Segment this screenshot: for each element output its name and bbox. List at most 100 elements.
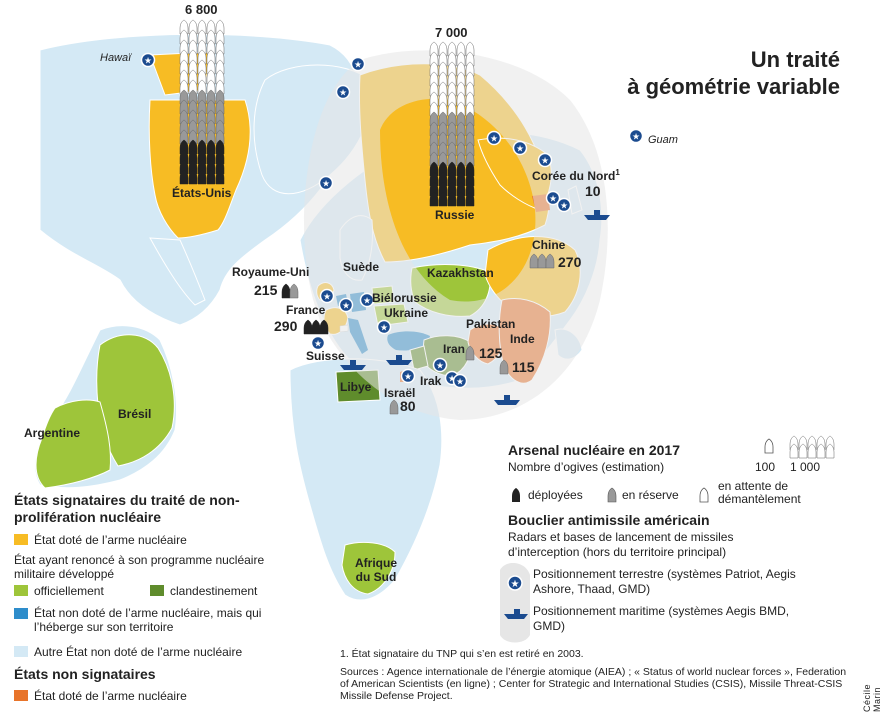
warhead-icon <box>206 109 216 125</box>
warhead-icon <box>465 191 475 207</box>
legend-other: Autre État non doté de l’arme nucléaire <box>34 645 243 659</box>
star-icon: ★ <box>490 134 498 144</box>
star-icon: ★ <box>323 292 331 302</box>
warhead-icon <box>456 191 466 207</box>
warhead-icon <box>429 71 439 87</box>
sea-legend-marker <box>504 609 528 619</box>
warhead-icon <box>447 131 457 147</box>
legend-hosting: État non doté de l’arme nucléaire, mais … <box>34 606 262 634</box>
warhead-icon <box>206 119 216 135</box>
warhead-stack-usa <box>179 19 225 185</box>
ship-icon <box>584 210 610 220</box>
credit: Cécile Marin <box>862 683 882 712</box>
star-icon: ★ <box>339 88 347 98</box>
warhead-icon <box>215 109 225 125</box>
warhead-icon <box>429 111 439 127</box>
warheads-pakistan: 125 <box>479 345 503 361</box>
legend-clandestine: clandestinement <box>170 584 258 598</box>
warhead-icon <box>816 443 826 459</box>
warhead-icon <box>179 89 189 105</box>
warhead-icon <box>429 41 439 57</box>
swatch-clandestine <box>150 585 164 596</box>
warhead-icon-france <box>319 319 329 335</box>
label-sweden: Suède <box>343 260 380 274</box>
warhead-icon <box>429 91 439 107</box>
star-icon: ★ <box>560 201 568 211</box>
sources: Sources : Agence internationale de l’éne… <box>340 666 847 702</box>
swatch-non-signatory <box>14 690 28 701</box>
label-france: France <box>286 303 326 317</box>
label-libya: Libye <box>340 380 372 394</box>
warhead-icon <box>188 39 198 55</box>
warhead-icon <box>429 151 439 167</box>
warhead-icon <box>206 89 216 105</box>
warhead-icon <box>206 159 216 175</box>
warhead-icon <box>447 161 457 177</box>
warhead-icon <box>215 39 225 55</box>
warhead-icon <box>179 29 189 45</box>
label-ukraine: Ukraine <box>384 306 429 320</box>
label-china: Chine <box>532 238 566 252</box>
warhead-icon <box>438 131 448 147</box>
warhead-icon <box>447 41 457 57</box>
warhead-icon <box>215 49 225 65</box>
warhead-icon <box>465 141 475 157</box>
warhead-icon <box>447 51 457 67</box>
star-icon: ★ <box>144 56 152 66</box>
ground-legend-star: ★ <box>511 579 520 590</box>
warhead-icon <box>188 159 198 175</box>
warhead-icon <box>438 121 448 137</box>
warhead-icon <box>499 359 509 375</box>
warhead-icon <box>215 89 225 105</box>
star-icon: ★ <box>342 301 350 311</box>
ground-marker <box>628 128 644 144</box>
warhead-icon <box>215 59 225 75</box>
warhead-icon <box>438 41 448 57</box>
warhead-icon <box>206 19 216 35</box>
dismantle-label: en attente de démantèlement <box>718 479 801 506</box>
ground-marker <box>338 297 354 313</box>
warhead-icon <box>447 71 457 87</box>
warhead-icon <box>197 109 207 125</box>
warhead-icon <box>188 129 198 145</box>
warhead-icon <box>438 101 448 117</box>
warhead-icon <box>825 443 835 459</box>
label-india: Inde <box>510 332 535 346</box>
label-south-africa: Afrique du Sud <box>355 556 397 584</box>
warhead-icon <box>179 149 189 165</box>
warhead-icon <box>456 71 466 87</box>
warhead-icon <box>465 51 475 67</box>
label-brazil: Brésil <box>118 407 152 421</box>
warhead-icon <box>447 111 457 127</box>
label-hawaii: Hawaï <box>100 52 132 64</box>
map-title: Un traité à géométrie variable <box>600 46 840 100</box>
warhead-icon <box>188 119 198 135</box>
warhead-icon <box>456 111 466 127</box>
legend-non-signatory: État doté de l’arme nucléaire <box>34 689 187 703</box>
warhead-icon <box>429 181 439 197</box>
warhead-icon <box>197 89 207 105</box>
warhead-icon <box>438 171 448 187</box>
warheads-uk: 215 <box>254 282 278 298</box>
warhead-icon <box>429 121 439 137</box>
warhead-icon <box>197 79 207 95</box>
warhead-icon <box>188 149 198 165</box>
label-belarus: Biélorussie <box>372 291 437 305</box>
warhead-icon <box>197 69 207 85</box>
warhead-icon <box>429 161 439 177</box>
ground-marker <box>486 130 502 146</box>
ground-marker <box>512 140 528 156</box>
warhead-icon <box>429 131 439 147</box>
warhead-icon <box>465 345 475 361</box>
ground-marker <box>545 190 561 206</box>
warhead-icon <box>429 81 439 97</box>
warhead-icon <box>429 141 439 157</box>
warheads-india: 115 <box>512 359 535 375</box>
warhead-icon <box>179 159 189 175</box>
shield-legend-zone <box>500 563 530 643</box>
warhead-icon <box>438 61 448 77</box>
warhead-icon <box>206 69 216 85</box>
warhead-icon <box>206 39 216 55</box>
warhead-icon <box>206 149 216 165</box>
land-central-america <box>149 237 206 306</box>
